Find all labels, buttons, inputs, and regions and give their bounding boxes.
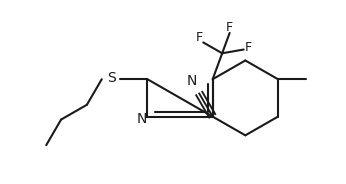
Text: F: F [245,41,252,54]
Text: N: N [136,112,147,126]
Text: F: F [196,31,203,44]
Text: F: F [226,20,233,33]
Text: N: N [186,74,197,88]
Text: S: S [107,71,116,85]
